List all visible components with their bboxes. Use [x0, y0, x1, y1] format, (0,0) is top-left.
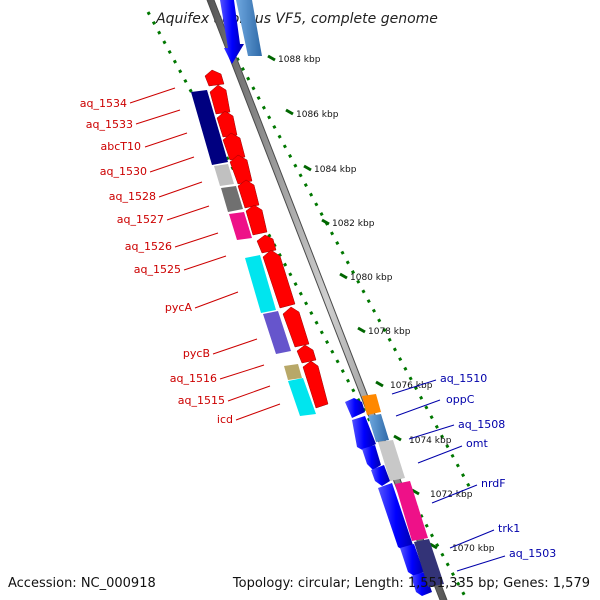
gene-arrow-reverse[interactable]: [222, 132, 246, 161]
feature-block-steelblue[interactable]: [368, 414, 389, 442]
gene-label-forward[interactable]: oppC: [446, 393, 475, 406]
scale-label: 1086 kbp: [296, 110, 339, 120]
gene-label-reverse[interactable]: icd: [217, 413, 233, 426]
feature-block-cyan[interactable]: [288, 378, 316, 416]
feature-block-lightgray[interactable]: [214, 164, 234, 186]
gene-arrow-forward[interactable]: [371, 465, 390, 486]
scale-label: 1080 kbp: [350, 273, 393, 283]
gene-arrow-reverse[interactable]: [216, 110, 238, 138]
feature-block-slateblue[interactable]: [263, 311, 291, 354]
scale-label: 1082 kbp: [332, 219, 375, 229]
forward-strand-genes: [345, 398, 432, 596]
feature-block-darkgray[interactable]: [221, 186, 243, 212]
accession-text: Accession: NC_000918: [8, 576, 156, 591]
gene-arrow-reverse[interactable]: [204, 69, 225, 87]
gene-arrow-forward[interactable]: [362, 445, 381, 470]
gene-arrow-reverse[interactable]: [209, 84, 231, 115]
gene-arrow-reverse[interactable]: [256, 234, 277, 254]
scale-tick: [321, 218, 330, 226]
gene-label-reverse[interactable]: abcT10: [101, 140, 142, 153]
scale-label: 1074 kbp: [409, 436, 452, 446]
reverse-gene-labels: aq_1534 aq_1533 abcT10 aq_1530 aq_1528 a…: [80, 97, 233, 426]
gene-label-reverse[interactable]: aq_1534: [80, 97, 127, 110]
gene-label-forward[interactable]: aq_1508: [458, 418, 505, 431]
scale-tick: [393, 434, 402, 442]
forward-gene-labels: aq_1510 oppC aq_1508 omt nrdF trk1 aq_15…: [440, 372, 556, 560]
gene-arrow-reverse[interactable]: [302, 360, 329, 409]
gene-label-reverse[interactable]: pycB: [183, 347, 210, 360]
reverse-strand-genes: [204, 69, 329, 409]
scale-tick: [267, 54, 276, 62]
scale-tick: [303, 164, 312, 172]
scale-tick: [411, 488, 420, 496]
reverse-feature-blocks: [191, 90, 316, 416]
scale-tick: [339, 272, 348, 280]
feature-block-lightgray[interactable]: [378, 440, 405, 481]
scale-tick: [357, 326, 366, 334]
gene-label-reverse[interactable]: aq_1528: [109, 190, 156, 203]
scale-tick: [285, 108, 294, 116]
gene-label-reverse[interactable]: aq_1526: [125, 240, 172, 253]
gene-label-reverse[interactable]: aq_1533: [86, 118, 133, 131]
feature-block-pink[interactable]: [229, 212, 252, 240]
gene-arrow-reverse[interactable]: [282, 306, 310, 348]
scale-label: 1088 kbp: [278, 55, 321, 65]
scale-tick: [375, 380, 384, 388]
gene-label-reverse[interactable]: aq_1527: [117, 213, 164, 226]
scale-tick: [429, 542, 438, 550]
map-title: Aquifex aeolicus VF5, complete genome: [155, 11, 438, 27]
gene-arrow-reverse[interactable]: [296, 344, 317, 364]
gene-arrow-forward[interactable]: [352, 416, 376, 452]
gene-arrow-forward[interactable]: [400, 544, 424, 576]
gene-label-forward[interactable]: aq_1503: [509, 547, 556, 560]
reverse-leader-lines: [129, 87, 281, 421]
forward-feature-blocks: [362, 394, 444, 587]
gene-label-reverse[interactable]: aq_1530: [100, 165, 147, 178]
gene-label-forward[interactable]: aq_1510: [440, 372, 487, 385]
gene-label-forward[interactable]: nrdF: [481, 477, 506, 490]
feature-block-khaki[interactable]: [284, 364, 302, 380]
scale-label: 1076 kbp: [390, 381, 433, 391]
forward-leader-lines: [391, 379, 506, 572]
gene-arrow-forward[interactable]: [220, 0, 244, 64]
gene-arrow-reverse[interactable]: [237, 179, 260, 209]
scale-ticks: [267, 54, 438, 550]
scale-label: 1078 kbp: [368, 327, 411, 337]
feature-block-pink[interactable]: [395, 481, 428, 541]
gene-arrow-reverse[interactable]: [262, 249, 296, 309]
feature-block-orange[interactable]: [362, 394, 381, 415]
feature-block-navy[interactable]: [191, 90, 228, 165]
gene-label-reverse[interactable]: aq_1516: [170, 372, 217, 385]
gene-label-forward[interactable]: trk1: [498, 522, 520, 535]
gene-label-reverse[interactable]: aq_1525: [134, 263, 181, 276]
gene-label-reverse[interactable]: aq_1515: [178, 394, 225, 407]
top-forward-genes: [220, 0, 262, 64]
scale-label: 1070 kbp: [452, 544, 495, 554]
gene-arrow-reverse[interactable]: [245, 204, 268, 236]
topology-text: Topology: circular; Length: 1,551,335 bp…: [232, 576, 590, 591]
gene-arrow-forward[interactable]: [378, 483, 414, 552]
feature-block-darkslate[interactable]: [414, 539, 444, 587]
gene-arrow-reverse[interactable]: [229, 154, 253, 185]
feature-block-cyan[interactable]: [245, 255, 276, 313]
middle-dotted-track: [235, 57, 472, 489]
gene-label-forward[interactable]: omt: [466, 437, 488, 450]
gene-block-steelblue[interactable]: [236, 0, 262, 56]
gene-label-reverse[interactable]: pycA: [165, 301, 193, 314]
gene-arrow-forward[interactable]: [345, 398, 365, 418]
scale-label: 1084 kbp: [314, 165, 357, 175]
